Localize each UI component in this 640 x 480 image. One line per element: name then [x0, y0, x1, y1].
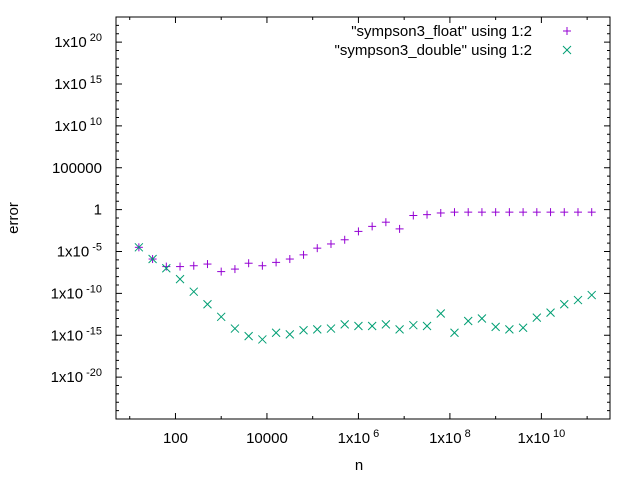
float-point [203, 260, 211, 268]
double-point [258, 335, 266, 343]
float-point [272, 258, 280, 266]
float-point [286, 255, 294, 263]
y-tick-label: 1x10 -5 [57, 242, 102, 261]
axis-ticks [116, 17, 610, 419]
plot-frame [116, 17, 610, 419]
double-point [300, 326, 308, 334]
double-point [382, 320, 390, 328]
double-point [176, 275, 184, 283]
double-point [272, 329, 280, 337]
float-point [217, 268, 225, 276]
float-point [409, 211, 417, 219]
y-axis-label: error [5, 202, 22, 234]
double-point [354, 322, 362, 330]
x-tick-label: 100 [163, 430, 188, 447]
double-point [203, 300, 211, 308]
y-tick-label: 1x10 15 [54, 74, 102, 93]
y-tick-label: 100000 [52, 160, 102, 177]
double-point [409, 321, 417, 329]
float-point [382, 218, 390, 226]
double-point [492, 323, 500, 331]
double-point [505, 325, 513, 333]
x-tick-label: 10000 [246, 430, 288, 447]
double-point [245, 332, 253, 340]
double-point [313, 325, 321, 333]
double-point [533, 314, 541, 322]
float-point [519, 208, 527, 216]
float-point [478, 208, 486, 216]
double-point [464, 317, 472, 325]
x-tick-label: 1x10 8 [429, 428, 471, 447]
float-point [231, 265, 239, 273]
x-tick-labels: 100 10000 1x10 6 1x10 8 1x10 10 [163, 428, 565, 447]
float-point [423, 211, 431, 219]
double-point [368, 322, 376, 330]
float-point [354, 227, 362, 235]
float-point [258, 262, 266, 270]
float-point [368, 222, 376, 230]
legend-label-float: "sympson3_float" using 1:2 [351, 23, 532, 40]
y-tick-label: 1x10 -10 [51, 283, 102, 302]
y-tick-label: 1x10 10 [54, 116, 102, 135]
y-tick-label: 1x10 -15 [51, 325, 102, 344]
double-point [190, 288, 198, 296]
float-point [341, 236, 349, 244]
y-tick-label: 1x10 20 [54, 32, 102, 51]
x-tick-label: 1x10 6 [338, 428, 380, 447]
double-point [423, 322, 431, 330]
data-points [135, 208, 596, 343]
float-point [505, 208, 513, 216]
float-point [176, 263, 184, 271]
double-point [560, 300, 568, 308]
double-point [286, 330, 294, 338]
float-point [300, 251, 308, 259]
double-point [327, 325, 335, 333]
float-point [450, 208, 458, 216]
float-point [437, 209, 445, 217]
legend-marker-float [563, 27, 571, 35]
float-point [190, 262, 198, 270]
float-point [162, 263, 170, 271]
double-point [588, 291, 596, 299]
double-point [574, 296, 582, 304]
float-point [464, 208, 472, 216]
float-point [396, 225, 404, 233]
float-point [533, 208, 541, 216]
double-point [396, 325, 404, 333]
double-point [341, 320, 349, 328]
double-point [519, 324, 527, 332]
float-point [313, 244, 321, 252]
double-point [450, 329, 458, 337]
y-tick-label: 1x10 -20 [51, 367, 102, 386]
double-point [478, 315, 486, 323]
float-point [547, 208, 555, 216]
x-tick-label: 1x10 10 [517, 428, 565, 447]
y-tick-labels: 1x10 20 1x10 15 1x10 10 100000 1 1x10 -5 1x10 -10 1x… [51, 32, 102, 386]
double-point [437, 309, 445, 317]
legend-markers [563, 27, 571, 54]
double-point [217, 313, 225, 321]
float-point [560, 208, 568, 216]
double-point [231, 325, 239, 333]
float-point [574, 208, 582, 216]
legend-marker-double [563, 46, 571, 54]
float-point [327, 240, 335, 248]
y-tick-label: 1 [94, 202, 102, 219]
x-axis-label: n [355, 457, 363, 474]
legend: "sympson3_float" using 1:2 "sympson3_dou… [335, 23, 571, 59]
legend-label-double: "sympson3_double" using 1:2 [335, 42, 532, 59]
float-point [588, 208, 596, 216]
float-point [492, 208, 500, 216]
double-point [547, 309, 555, 317]
float-point [245, 259, 253, 267]
